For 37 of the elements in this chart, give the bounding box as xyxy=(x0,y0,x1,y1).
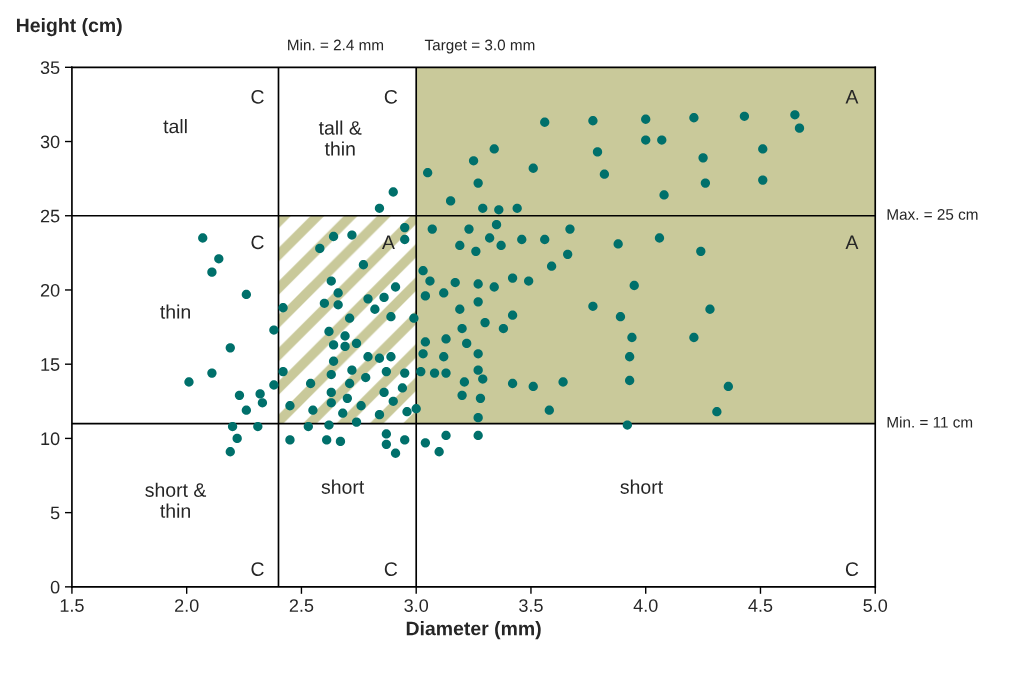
ref-line-label: Min. = 2.4 mm xyxy=(288,39,384,51)
annotation: short xyxy=(620,479,663,494)
y-tick-label: 10 xyxy=(41,432,60,446)
annotation: C xyxy=(845,562,859,576)
annotation: tall xyxy=(163,119,187,134)
annotation: short xyxy=(321,479,365,494)
x-tick-label: 5.0 xyxy=(863,599,888,612)
annotation: A xyxy=(845,235,859,249)
x-axis-title: Diameter (mm) xyxy=(406,621,541,640)
y-axis-title: Height (cm) xyxy=(16,17,122,37)
annotation: C xyxy=(384,89,398,104)
y-tick-label: 20 xyxy=(40,283,60,297)
x-tick-label: 3.5 xyxy=(519,599,543,612)
annotation: thin xyxy=(160,304,190,319)
annotation: C xyxy=(251,89,264,104)
annotation: C xyxy=(384,562,398,576)
y-tick-label: 5 xyxy=(50,506,60,520)
x-tick-label: 4.5 xyxy=(748,599,773,612)
x-tick-label: 1.5 xyxy=(60,599,84,612)
x-tick-label: 2.5 xyxy=(289,599,314,612)
annotation: tall & thin xyxy=(318,120,362,156)
annotation: A xyxy=(845,90,859,104)
annotation: C xyxy=(251,235,264,250)
x-tick-label: 3.0 xyxy=(404,599,429,612)
y-tick-label: 15 xyxy=(41,358,60,371)
annotation: C xyxy=(251,562,264,576)
y-tick-label: 35 xyxy=(40,61,60,75)
y-tick-label: 25 xyxy=(40,209,60,223)
y-tick-label: 30 xyxy=(40,135,60,149)
x-tick-label: 4.0 xyxy=(633,599,658,612)
ref-line-label: Target = 3.0 mm xyxy=(424,39,535,54)
annotation: short & thin xyxy=(145,482,207,518)
x-tick-label: 2.0 xyxy=(175,599,199,612)
annotation: A xyxy=(381,235,395,249)
ref-line-label: Min. = 11 cm xyxy=(887,416,973,428)
ref-line-label: Max. = 25 cm xyxy=(887,209,978,220)
y-tick-label: 0 xyxy=(50,580,60,594)
